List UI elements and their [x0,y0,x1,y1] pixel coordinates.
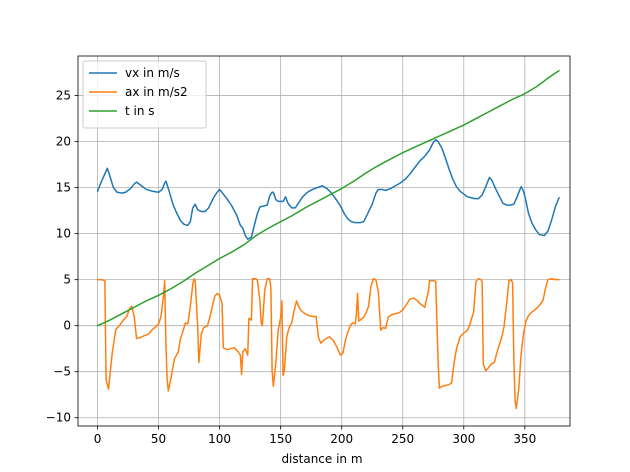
series-group [96,69,560,410]
y-tick-label: −5 [53,365,71,379]
series-line-0 [96,139,560,240]
legend-label-2: t in s [125,104,155,118]
y-tick-label: 5 [63,273,71,287]
y-tick-label: 20 [56,135,71,149]
x-tick-label: 200 [330,432,353,446]
y-tick-label: 10 [56,227,71,241]
plot-frame [77,55,571,427]
x-tick-label: 300 [452,432,475,446]
y-tick-label: 15 [56,181,71,195]
series-line-1 [96,277,560,410]
series-line-2 [96,69,560,327]
x-tick-label: 50 [151,432,166,446]
x-tick-label: 100 [208,432,231,446]
legend-label-0: vx in m/s [125,66,180,80]
axis-ticks: 0 50 100 150 200 250 300 350 −10 −5 0 5 10 15 20 25 [46,89,537,446]
x-tick-label: 350 [513,432,536,446]
y-tick-label: 25 [56,89,71,103]
y-tick-label: 0 [63,319,71,333]
legend: vx in m/s ax in m/s2 t in s [82,60,207,129]
x-tick-label: 250 [391,432,414,446]
x-tick-label: 0 [94,432,102,446]
x-axis-label: distance in m [281,452,362,466]
x-tick-label: 150 [269,432,292,446]
y-tick-label: −10 [46,411,71,425]
legend-label-1: ax in m/s2 [125,85,188,99]
